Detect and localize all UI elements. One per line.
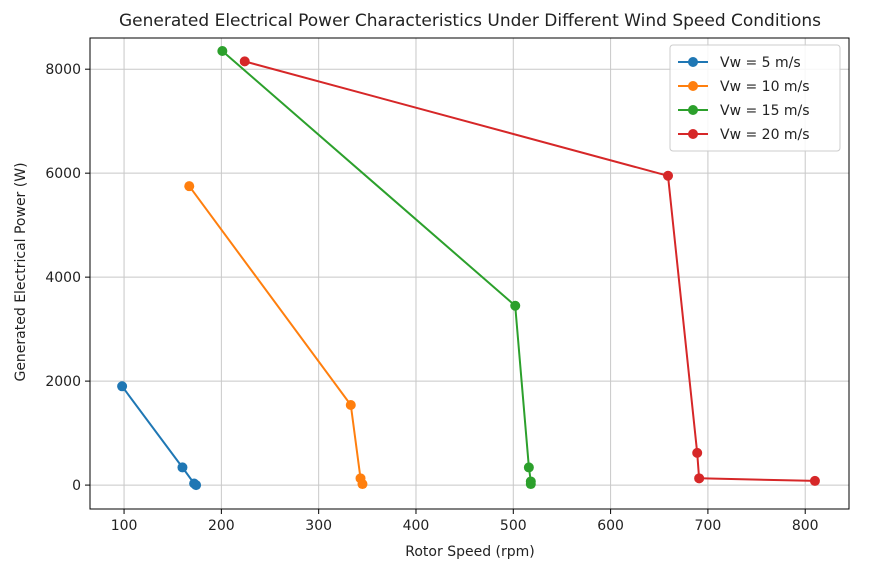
legend-swatch-marker xyxy=(688,105,698,115)
legend-swatch-marker xyxy=(688,81,698,91)
legend-label: Vw = 5 m/s xyxy=(720,55,801,71)
y-tick-label: 2000 xyxy=(45,374,81,390)
data-point xyxy=(217,45,228,56)
y-axis-label: Generated Electrical Power (W) xyxy=(13,162,29,381)
legend-item: Vw = 15 m/s xyxy=(678,103,810,119)
legend-item: Vw = 5 m/s xyxy=(678,55,801,71)
series-group xyxy=(217,45,536,490)
data-point xyxy=(184,181,195,192)
legend-item: Vw = 20 m/s xyxy=(678,127,810,143)
x-axis-label: Rotor Speed (rpm) xyxy=(405,544,534,560)
x-tick-label: 500 xyxy=(500,518,527,534)
data-point xyxy=(694,473,705,484)
legend: Vw = 5 m/s Vw = 10 m/s Vw = 15 m/s Vw = 20 … xyxy=(669,44,841,152)
data-point xyxy=(510,300,521,311)
data-point xyxy=(177,462,188,473)
x-tick-label: 700 xyxy=(695,518,722,534)
x-tick-label: 200 xyxy=(208,518,235,534)
data-point xyxy=(523,462,534,473)
data-point xyxy=(239,56,250,67)
legend-box xyxy=(669,44,841,152)
y-tick-label: 0 xyxy=(72,478,81,494)
data-point xyxy=(345,400,356,411)
y-tick-label: 4000 xyxy=(45,270,81,286)
data-point xyxy=(117,381,128,392)
x-tick-label: 600 xyxy=(597,518,624,534)
series-group xyxy=(117,381,202,491)
data-point xyxy=(525,479,536,490)
legend-item: Vw = 10 m/s xyxy=(678,79,810,95)
y-tick-label: 6000 xyxy=(45,166,81,182)
plot-frame xyxy=(89,37,850,510)
legend-swatch-marker xyxy=(688,129,698,139)
data-point xyxy=(357,479,368,490)
data-point xyxy=(809,475,820,486)
legend-swatch-marker xyxy=(688,57,698,67)
y-tick-label: 8000 xyxy=(45,62,81,78)
data-point xyxy=(692,447,703,458)
chart-title: Generated Electrical Power Characteristi… xyxy=(119,11,821,31)
legend-label: Vw = 10 m/s xyxy=(720,79,810,95)
series-group xyxy=(239,56,820,486)
x-tick-label: 400 xyxy=(403,518,430,534)
data-point xyxy=(191,480,202,491)
x-tick-label: 300 xyxy=(305,518,332,534)
x-tick-label: 100 xyxy=(111,518,138,534)
x-tick-label: 800 xyxy=(792,518,819,534)
data-point xyxy=(663,170,674,181)
legend-label: Vw = 15 m/s xyxy=(720,103,810,119)
axis-ticks: 100 200 300 400 500 600 700 8000200040006000800… xyxy=(45,62,818,534)
series-group xyxy=(184,181,368,490)
series-layer xyxy=(117,45,820,491)
legend-label: Vw = 20 m/s xyxy=(720,127,810,143)
